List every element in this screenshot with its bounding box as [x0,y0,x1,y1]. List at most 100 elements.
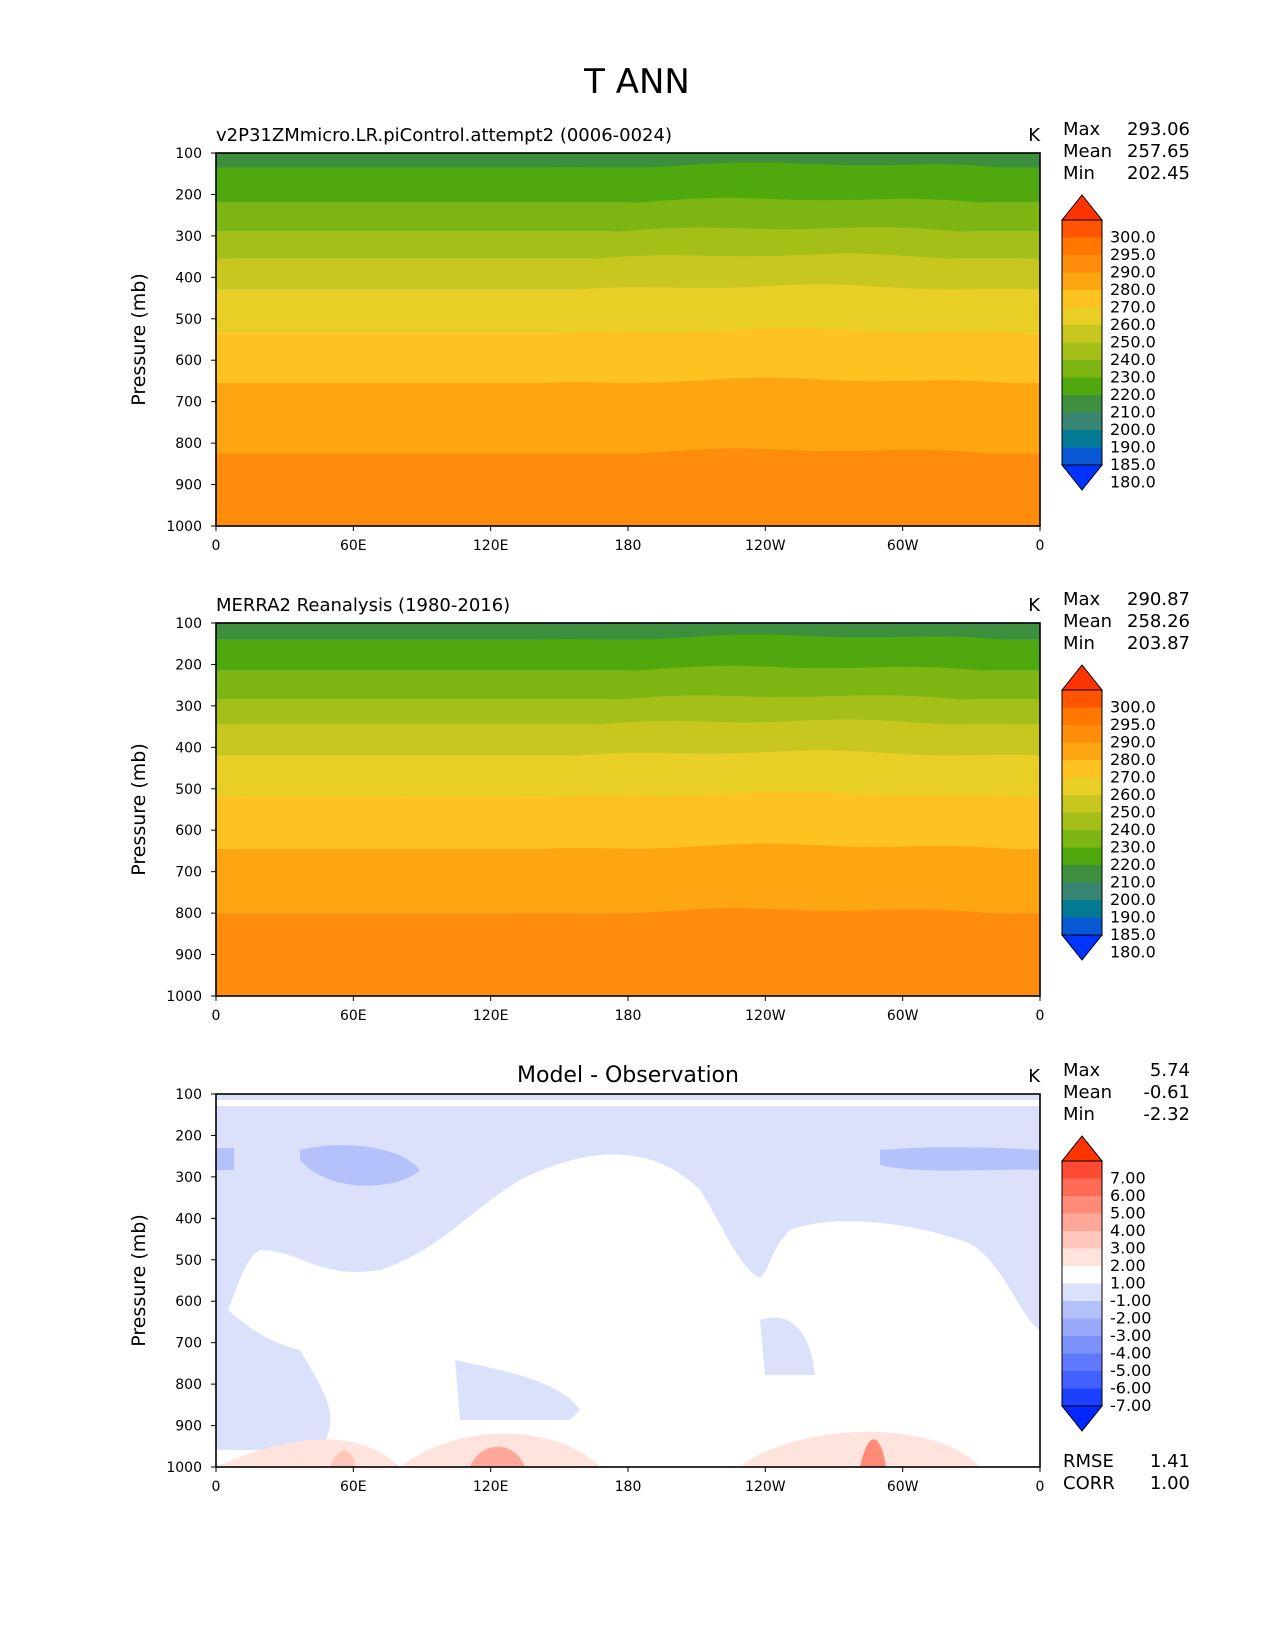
contour-edge-9 [216,908,1040,920]
y-tick-label: 700 [175,865,202,881]
y-tick-label: 600 [175,1294,202,1310]
stat-value-min: 203.87 [1127,633,1190,654]
stat-value-max: 290.87 [1127,589,1190,610]
colorbar-swatch [1062,760,1102,778]
contour-edge-8 [216,377,1040,390]
colorbar-swatch [1062,917,1102,936]
y-tick-label: 1000 [166,989,202,1005]
stat-value-max: 5.74 [1150,1060,1190,1081]
colorbar-label: 295.0 [1110,715,1156,734]
y-tick-label: 300 [175,1170,202,1186]
colorbar-label: 290.0 [1110,733,1156,752]
colorbar-label: 210.0 [1110,403,1156,422]
x-tick-label: 0 [212,1479,221,1495]
y-tick-label: 700 [175,395,202,411]
negative-region-deep-2 [880,1147,1040,1171]
corr-value: 1.00 [1150,1473,1190,1494]
y-tick-label: 900 [175,948,202,964]
page-title: T ANN [583,62,690,102]
stat-label-mean: Mean [1063,611,1112,632]
colorbar-swatch [1062,1353,1102,1372]
colorbar-swatch [1062,1266,1102,1284]
colorbar-swatch [1062,307,1102,326]
y-tick-label: 800 [175,906,202,922]
negative-region-deep-1 [300,1145,420,1186]
colorbar-label: 280.0 [1110,750,1156,769]
y-tick-label: 1000 [166,519,202,535]
stat-value-mean: -0.61 [1143,1082,1190,1103]
positive-region-6 [330,1450,356,1467]
y-tick-label: 100 [175,616,202,632]
y-tick-label: 900 [175,1419,202,1435]
colorbar-label: 240.0 [1110,820,1156,839]
y-tick-label: 1000 [166,1460,202,1476]
colorbar-swatch [1062,707,1102,726]
positive-region-3 [740,1431,980,1467]
x-tick-label: 0 [1036,1479,1045,1495]
colorbar-swatch [1062,272,1102,291]
colorbar-label: 260.0 [1110,315,1156,334]
y-axis-label: Pressure (mb) [128,273,150,406]
x-tick-label: 120E [473,1008,509,1024]
y-tick-label: 100 [175,1087,202,1103]
x-tick-label: 60W [887,538,919,554]
plot-area [216,623,1040,996]
stat-label-mean: Mean [1063,1082,1112,1103]
colorbar-label: 180.0 [1110,473,1156,492]
panel-2: 100 200 300 400 500 600 700 800 900 1000 0 60E 120E 1… [128,589,1190,1024]
stat-label-min: Min [1063,633,1095,654]
colorbar-swatch [1062,1336,1102,1354]
colorbar-label: -5.00 [1110,1361,1151,1380]
contour-edge-4 [216,227,1040,238]
contour-band-8 [216,848,1040,914]
colorbar-swatch [1062,1248,1102,1267]
x-tick-label: 60E [340,1479,367,1495]
stat-label-min: Min [1063,1104,1095,1125]
contour-edge-4 [216,695,1040,706]
contour-band-6 [216,289,1040,334]
colorbar-swatch [1062,742,1102,761]
y-axis-label: Pressure (mb) [128,1214,150,1347]
colorbar-swatch [1062,360,1102,378]
y-tick-label: 200 [175,1128,202,1144]
colorbar-swatch [1062,255,1102,273]
colorbar-frame [1061,1160,1103,1407]
colorbar-swatch [1062,290,1102,308]
stat-value-min: 202.45 [1127,163,1190,184]
y-tick-label: 900 [175,478,202,494]
colorbar-label: 200.0 [1110,890,1156,909]
colorbar-swatch [1062,1213,1102,1232]
y-tick-label: 800 [175,436,202,452]
x-tick-label: 0 [1036,1008,1045,1024]
stat-value-max: 293.06 [1127,119,1190,140]
colorbar-label: 270.0 [1110,298,1156,317]
y-tick-label: 100 [175,146,202,162]
contour-edge-7 [216,327,1040,340]
colorbar-swatch [1062,342,1102,361]
colorbar-label: 185.0 [1110,925,1156,944]
colorbar-label: 3.00 [1110,1239,1146,1258]
colorbar-swatch [1062,830,1102,848]
x-tick-label: 60W [887,1479,919,1495]
colorbar-label: -1.00 [1110,1291,1151,1310]
colorbar-label: 300.0 [1110,698,1156,717]
x-tick-label: 180 [615,1008,642,1024]
x-tick-label: 180 [615,538,642,554]
colorbar-swatch [1062,777,1102,796]
contour-edge-7 [216,791,1040,804]
x-tick-label: 120E [473,1479,509,1495]
contour-edge-5 [216,253,1040,265]
contour-edge-5 [216,719,1040,731]
stat-value-mean: 257.65 [1127,141,1190,162]
colorbar-label: 180.0 [1110,943,1156,962]
x-tick-label: 60W [887,1008,919,1024]
x-tick-label: 0 [212,1008,221,1024]
stat-label-max: Max [1063,119,1101,140]
plot-area [216,153,1040,526]
panel-title: v2P31ZMmicro.LR.piControl.attempt2 (0006… [216,125,672,146]
x-tick-label: 180 [615,1479,642,1495]
y-tick-label: 400 [175,270,202,286]
colorbar-label: -3.00 [1110,1326,1151,1345]
colorbar-label: 190.0 [1110,438,1156,457]
colorbar-swatch [1062,795,1102,813]
